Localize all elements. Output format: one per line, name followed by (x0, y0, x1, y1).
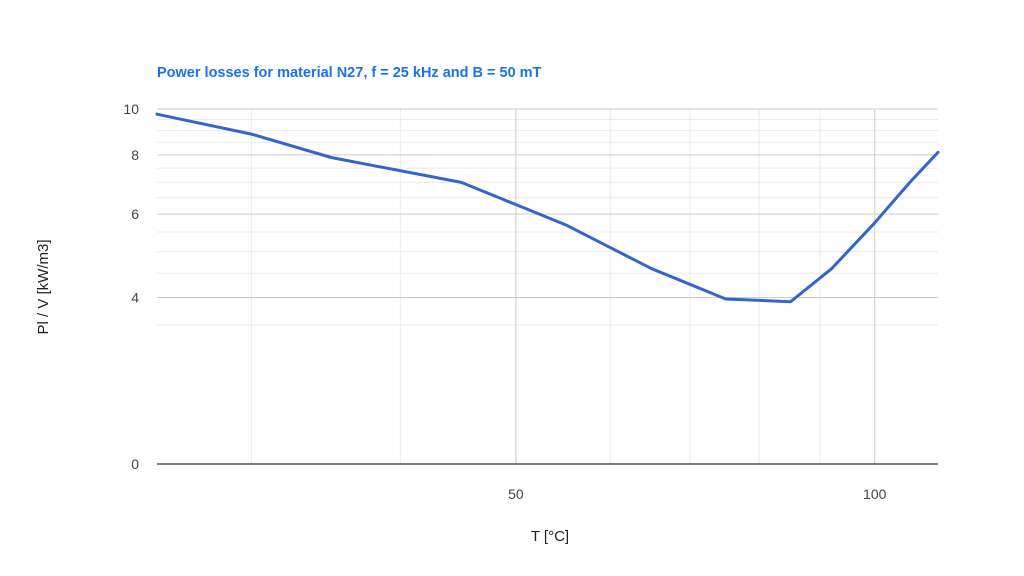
x-axis-ticks: 50 100 (508, 486, 887, 502)
data-point (155, 112, 159, 116)
data-point (908, 180, 912, 184)
x-tick-label: 50 (508, 486, 524, 502)
chart-title: Power losses for material N27, f = 25 kH… (157, 65, 542, 81)
data-point (329, 156, 333, 159)
y-tick-label: 4 (131, 290, 139, 306)
data-point (249, 132, 253, 136)
data-point (459, 180, 463, 184)
data-point (650, 267, 654, 271)
series-line (155, 112, 940, 304)
x-axis-label: T [°C] (531, 528, 569, 545)
data-point (563, 223, 567, 227)
data-point (789, 300, 792, 304)
y-tick-label: 0 (131, 456, 139, 472)
data-point (873, 221, 877, 225)
data-point (830, 267, 833, 271)
data-point (936, 150, 940, 154)
x-tick-label: 100 (863, 486, 887, 502)
y-axis-ticks: 0 4 6 8 10 (123, 101, 139, 472)
data-point (724, 297, 728, 301)
grid (157, 108, 938, 464)
series-group (155, 112, 940, 304)
y-axis-label: Pl / V [kW/m3] (35, 239, 52, 334)
y-tick-label: 8 (131, 147, 139, 163)
y-tick-label: 6 (131, 206, 139, 222)
y-tick-label: 10 (123, 101, 139, 117)
